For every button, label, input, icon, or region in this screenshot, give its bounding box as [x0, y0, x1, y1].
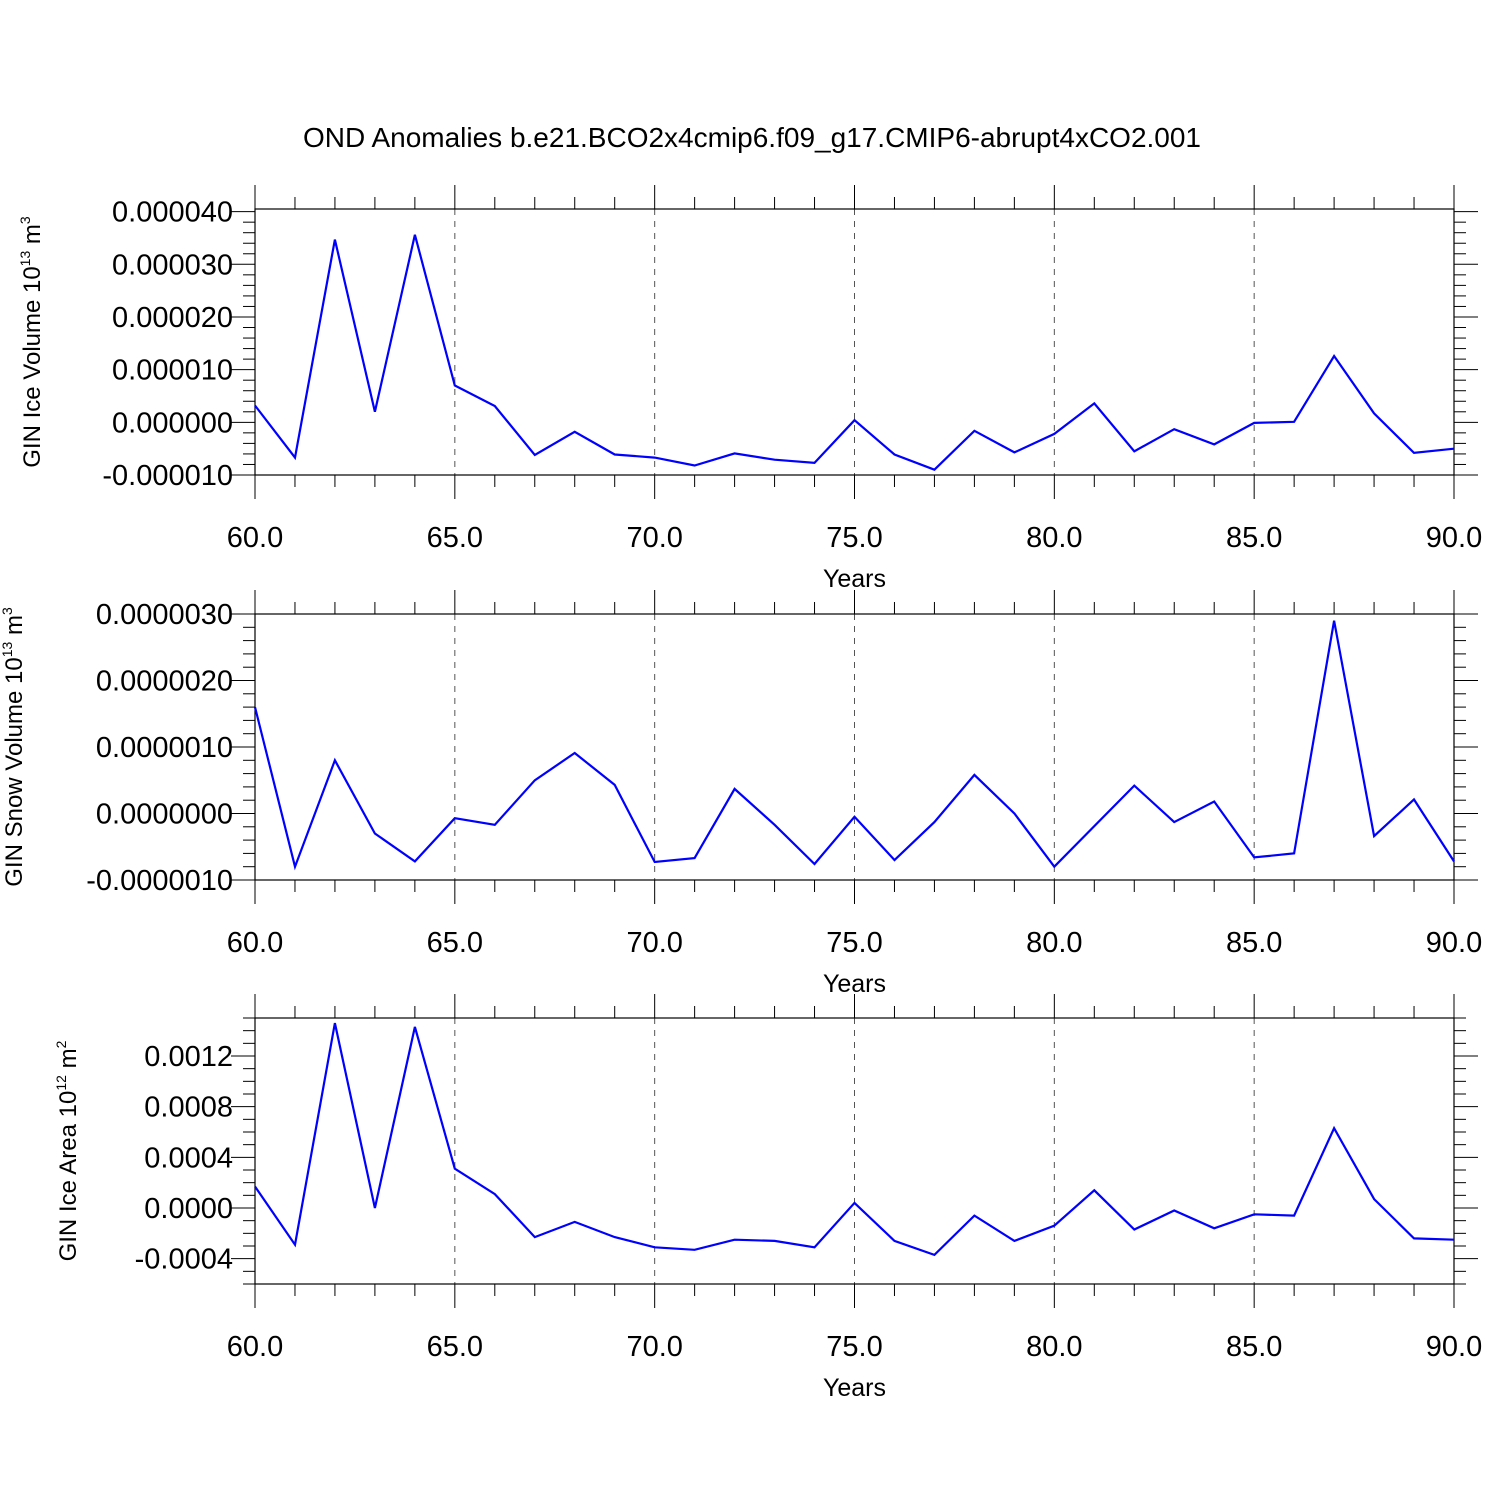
x-tick-label: 90.0: [1426, 1331, 1482, 1363]
x-tick-label: 70.0: [626, 1331, 682, 1363]
y-tick-label: -0.0000010: [86, 865, 233, 897]
x-tick-label: 85.0: [1226, 1331, 1282, 1363]
series-line: [254, 234, 1455, 471]
y-axis-title-unit: m: [1, 615, 28, 642]
x-tick-label: 60.0: [227, 1331, 283, 1363]
x-tick-label: 75.0: [826, 1331, 882, 1363]
x-tick-label: 75.0: [826, 927, 882, 959]
x-tick-label: 65.0: [427, 1331, 483, 1363]
panels: 60.0 65.0 70.0 75.0 80.0 85.0 90.0 -0.000010 0.0…: [0, 185, 1482, 1402]
x-tick-label: 90.0: [1426, 522, 1482, 554]
y-tick-label: 0.000010: [112, 355, 233, 387]
y-axis-title: GIN Ice Area 1012 m2: [53, 1040, 82, 1261]
x-tick-label: 70.0: [626, 522, 682, 554]
x-tick-label: 70.0: [626, 927, 682, 959]
series-line: [253, 620, 1455, 871]
y-axis-title-exponent: 13: [17, 251, 33, 267]
y-axis-title-exponent: 12: [53, 1075, 69, 1091]
x-tick-label: 85.0: [1226, 927, 1282, 959]
series-line: [254, 1022, 1455, 1257]
y-axis-title-main: GIN Snow Volume 10: [1, 657, 28, 886]
x-tick-label: 90.0: [1426, 927, 1482, 959]
x-tick-label: 60.0: [227, 927, 283, 959]
y-axis-title-unit: m: [19, 224, 46, 251]
y-tick-label: 0.000040: [112, 197, 233, 229]
x-tick-label: 65.0: [427, 522, 483, 554]
y-tick-label: 0.0008: [144, 1092, 233, 1124]
y-tick-label: -0.0004: [135, 1244, 233, 1276]
x-tick-label: 80.0: [1026, 1331, 1082, 1363]
y-tick-label: 0.0000010: [96, 732, 233, 764]
y-tick-label: 0.0000000: [96, 799, 233, 831]
y-tick-label: 0.000000: [112, 407, 233, 439]
y-axis-title: GIN Snow Volume 1013 m3: [0, 607, 28, 887]
x-tick-label: 60.0: [227, 522, 283, 554]
y-tick-label: 0.000020: [112, 302, 233, 334]
x-axis-title: Years: [823, 1374, 886, 1402]
x-axis-title: Years: [823, 565, 886, 593]
y-axis-title-exponent: 13: [0, 642, 15, 658]
y-tick-label: 0.0012: [144, 1041, 233, 1073]
y-tick-label: -0.000010: [102, 460, 233, 492]
y-axis-title-unit-exponent: 3: [0, 607, 15, 615]
chart-title: OND Anomalies b.e21.BCO2x4cmip6.f09_g17.…: [303, 122, 1201, 153]
panel-1: 60.0 65.0 70.0 75.0 80.0 85.0 90.0 -0.000010 0.0…: [17, 185, 1482, 593]
panel-3: 60.0 65.0 70.0 75.0 80.0 85.0 90.0 -0.0004 0.000…: [53, 994, 1482, 1402]
y-tick-label: 0.0000030: [96, 599, 233, 631]
x-tick-label: 80.0: [1026, 927, 1082, 959]
panel-2: 60.0 65.0 70.0 75.0 80.0 85.0 90.0 -0.0000010 0.…: [0, 590, 1482, 998]
x-tick-label: 75.0: [826, 522, 882, 554]
x-axis-title: Years: [823, 970, 886, 998]
y-axis-title-unit: m: [55, 1048, 82, 1075]
y-tick-label: 0.000030: [112, 249, 233, 281]
x-tick-label: 85.0: [1226, 522, 1282, 554]
y-tick-label: 0.0000: [144, 1193, 233, 1225]
x-tick-label: 65.0: [427, 927, 483, 959]
y-axis-title-unit-exponent: 2: [53, 1040, 69, 1048]
y-axis-title-main: GIN Ice Volume 10: [19, 266, 46, 467]
y-axis-title: GIN Ice Volume 1013 m3: [17, 216, 46, 468]
y-tick-label: 0.0000020: [96, 666, 233, 698]
y-axis-title-main: GIN Ice Area 10: [55, 1091, 82, 1262]
y-tick-label: 0.0004: [144, 1142, 233, 1174]
x-tick-label: 80.0: [1026, 522, 1082, 554]
y-axis-title-unit-exponent: 3: [17, 216, 33, 224]
